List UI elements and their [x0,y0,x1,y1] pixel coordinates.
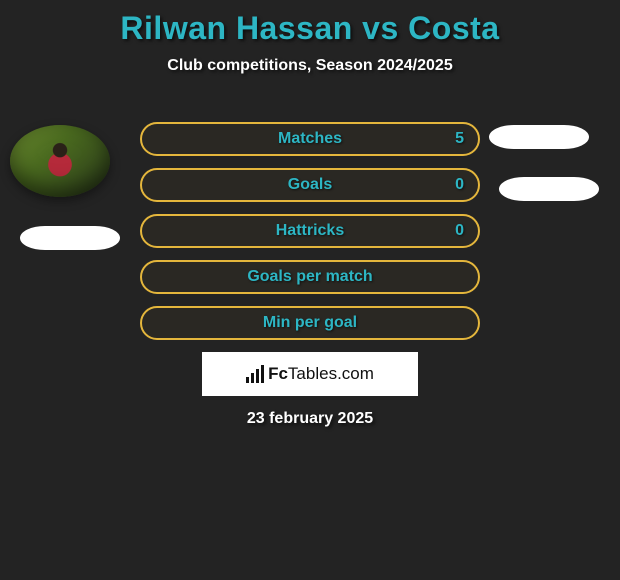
logo-bold: Fc [268,364,288,383]
stat-label: Min per goal [263,314,357,332]
logo-rest: Tables [288,364,337,383]
logo-text: FcTables.com [268,364,374,384]
logo-tld: .com [337,364,374,383]
empty-pill-right-1 [489,125,589,149]
player-avatar-left [10,125,110,197]
stat-label: Hattricks [276,222,344,240]
stat-row-min-per-goal: Min per goal [140,306,480,340]
fctables-logo[interactable]: FcTables.com [202,352,418,396]
stat-value: 5 [455,130,464,148]
footer-date: 23 february 2025 [0,410,620,428]
stat-value: 0 [455,222,464,240]
stat-label: Goals [288,176,332,194]
empty-pill-left [20,226,120,250]
stat-label: Goals per match [247,268,372,286]
stat-row-goals-per-match: Goals per match [140,260,480,294]
stat-label: Matches [278,130,342,148]
stat-value: 0 [455,176,464,194]
stat-row-hattricks: Hattricks 0 [140,214,480,248]
logo-bars-icon [246,365,264,383]
page-title: Rilwan Hassan vs Costa [0,0,620,47]
empty-pill-right-2 [499,177,599,201]
subtitle: Club competitions, Season 2024/2025 [0,57,620,75]
stat-row-goals: Goals 0 [140,168,480,202]
stat-row-matches: Matches 5 [140,122,480,156]
